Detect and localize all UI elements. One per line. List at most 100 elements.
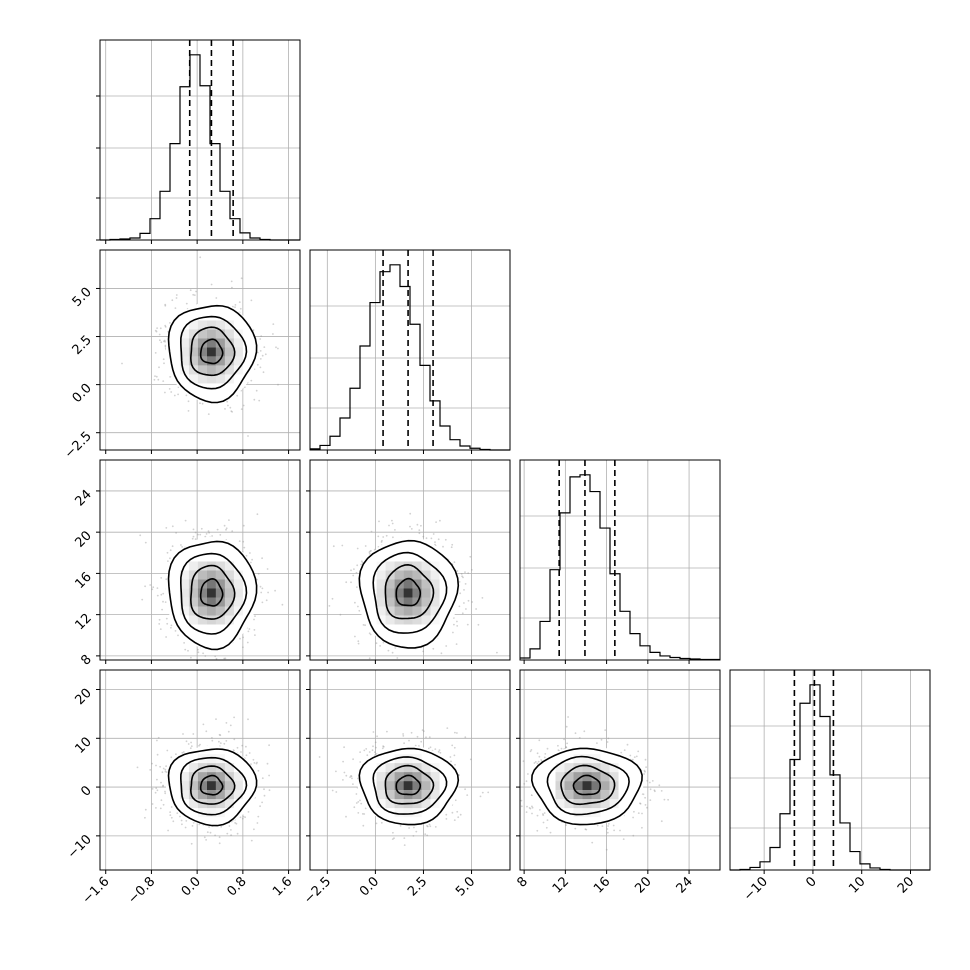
scatter-point [456,620,458,623]
scatter-point [566,742,568,745]
scatter-point [223,524,226,527]
scatter-point [225,740,228,742]
scatter-point [565,824,567,826]
scatter-point [253,398,256,401]
scatter-point [380,821,383,824]
scatter-point [242,540,245,543]
histogram-bar [860,864,870,870]
density-cell [376,597,386,607]
scatter-point [151,588,154,591]
scatter-point [242,646,244,649]
scatter-point [218,740,220,743]
scatter-point [149,769,152,771]
scatter-point [228,825,231,827]
scatter-point [427,747,430,750]
histogram-bar [180,87,190,240]
histogram-bar [540,621,550,660]
scatter-point [238,540,241,542]
scatter-point [382,745,385,748]
scatter-point [372,745,374,748]
scatter-point [391,522,394,525]
scatter-point [385,534,388,537]
scatter-point [464,736,467,739]
scatter-point [429,746,432,749]
x-tick-label: 1.6 [270,874,295,899]
scatter-point [240,277,243,280]
scatter-point [464,571,466,573]
scatter-point [272,333,274,335]
scatter-point [350,569,352,572]
scatter-point [442,545,444,548]
scatter-point [667,798,669,801]
scatter-point [164,304,167,307]
scatter-point [248,628,251,630]
histogram-bar [420,365,430,450]
scatter-point [425,736,427,739]
scatter-point [167,560,169,562]
density-cell [430,799,440,809]
scatter-p1-p3 [318,727,490,846]
scatter-point [356,586,358,588]
scatter-point [387,649,390,652]
density-cell [215,356,225,366]
density-cell [600,799,610,809]
density-cell [421,570,431,580]
scatter-point [234,822,237,824]
scatter-point [161,771,164,774]
density-cell [403,772,413,782]
density-cell [233,772,243,782]
scatter-point [185,820,188,822]
scatter-point [466,794,469,796]
scatter-point [247,718,249,721]
density-cell [233,790,243,800]
scatter-point [444,538,447,541]
scatter-point [170,626,172,629]
scatter-point [256,761,258,764]
contour-line [189,326,236,377]
density-cell [600,763,610,773]
scatter-point [257,769,260,772]
histogram-bar [630,634,640,660]
density-cell [421,561,431,571]
scatter-point [243,546,246,549]
scatter-point [226,400,229,403]
gridlines [310,250,510,450]
gridlines [520,460,720,660]
scatter-point [350,775,352,777]
scatter-point [432,533,435,535]
density-cell [197,347,207,357]
scatter-point [523,783,526,785]
scatter-point [613,829,615,832]
scatter-point [345,581,348,584]
scatter-point [368,552,371,555]
scatter-point [356,564,359,567]
histogram-bar [770,847,780,870]
density-cell [188,320,198,330]
scatter-point [388,524,390,527]
scatter-point [412,835,415,837]
scatter-point [245,754,248,757]
contour-line [199,577,224,607]
histogram-bar [230,219,240,240]
density-cell [421,799,431,809]
scatter-point [438,749,441,751]
scatter-point [164,770,167,773]
scatter-point [649,788,652,791]
density-cell [430,597,440,607]
density-cell [206,772,216,782]
density-cell [403,754,413,764]
scatter-point [418,529,421,531]
scatter-point [364,545,367,547]
scatter-point [182,751,185,753]
scatter-point [154,352,157,354]
scatter-p2-p3 [520,716,669,851]
histogram-bar [840,823,850,870]
scatter-point [353,806,356,809]
histogram-bar [200,86,210,240]
density-cell [188,772,198,782]
density-cell [188,338,198,348]
scatter-point [529,807,532,810]
scatter-point [591,841,594,844]
scatter-point [363,813,366,815]
